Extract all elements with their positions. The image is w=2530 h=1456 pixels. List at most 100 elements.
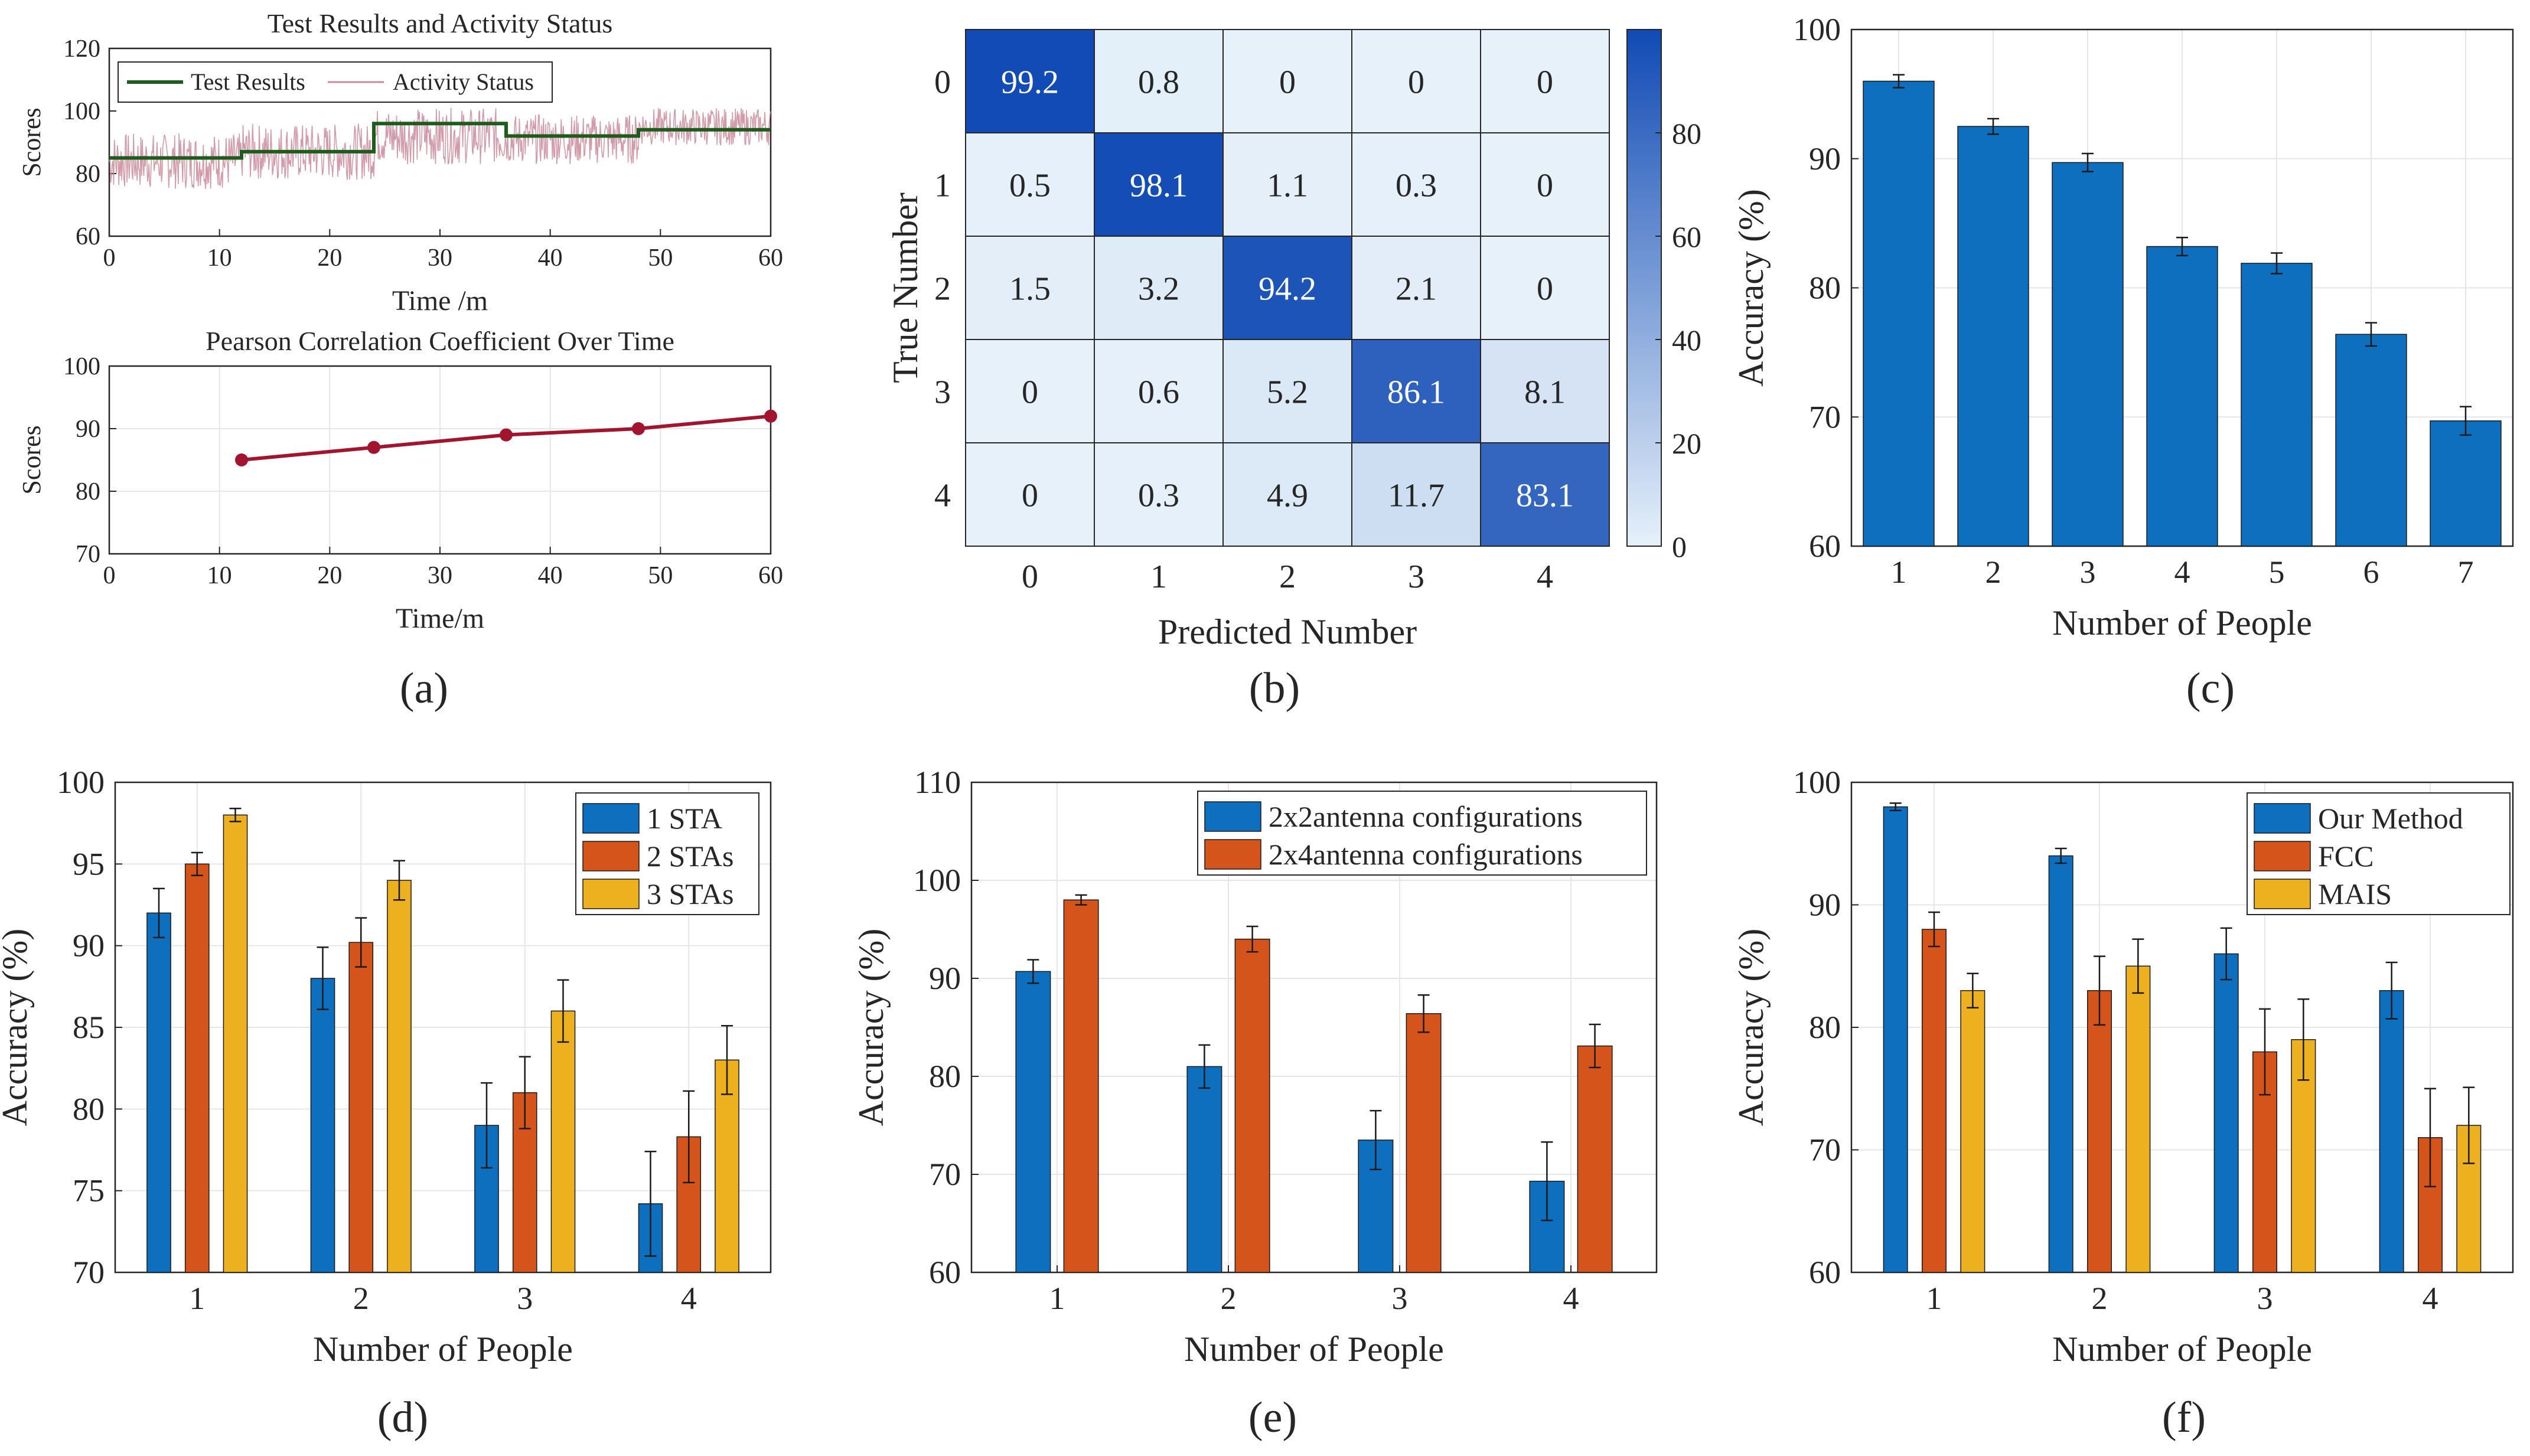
x-axis-label: Number of People <box>313 1330 573 1369</box>
chart-title: Test Results and Activity Status <box>268 8 613 38</box>
heatmap-cell-value: 0.6 <box>1138 374 1179 411</box>
bar <box>1063 899 1099 1273</box>
y-tick-label: 100 <box>1793 12 1841 47</box>
x-tick-label: 4 <box>2423 1281 2438 1316</box>
x-tick-label: 40 <box>538 244 563 272</box>
bar <box>2379 990 2404 1273</box>
x-tick-label: 4 <box>1563 1281 1579 1316</box>
heatmap-cell <box>1351 236 1481 340</box>
y-tick-label: 60 <box>1809 1255 1841 1290</box>
legend: Test Results Activity Status <box>118 61 553 103</box>
colorbar <box>1626 29 1662 547</box>
panel-label: (f) <box>2162 1393 2206 1442</box>
heatmap-cell-value: 0 <box>1537 168 1553 204</box>
colorbar-tick-label: 20 <box>1672 427 1701 460</box>
legend-label: 2x4antenna configurations <box>1269 838 1583 871</box>
x-tick-label: 2 <box>1985 554 2001 590</box>
y-tick-label: 4 <box>934 478 951 514</box>
heatmap-cell-value: 0 <box>1408 64 1424 101</box>
y-tick-label: 85 <box>73 1010 105 1045</box>
heatmap-cell-value: 0.3 <box>1138 478 1179 514</box>
legend-label: 1 STA <box>647 802 722 835</box>
bar <box>1863 80 1935 547</box>
x-tick-label: 5 <box>2269 554 2285 590</box>
legend-label: Test Results <box>191 68 305 95</box>
y-tick-label: 100 <box>913 863 961 898</box>
bar <box>2241 263 2313 547</box>
heatmap-cell-value: 0.8 <box>1138 64 1179 101</box>
bar <box>2430 420 2502 547</box>
heatmap-cell-value: 0.3 <box>1396 168 1437 204</box>
y-tick-label: 70 <box>1809 399 1841 435</box>
heatmap: 99.2 0.8 0 0 0 0.5 98.1 1.1 0.3 0 1.5 3.2 94.2 2.1 0 0 0… <box>886 29 1701 651</box>
y-tick-label: 80 <box>73 1091 105 1127</box>
x-axis-label: Number of People <box>2052 603 2312 642</box>
heatmap-cell-value: 98.1 <box>1130 168 1188 204</box>
bar-(f)-axes: 1 2 3 4 60 70 80 90 100 Number of People Accuracy … <box>1732 765 2514 1369</box>
y-tick-label: 2 <box>934 271 951 308</box>
x-tick-label: 3 <box>517 1281 533 1316</box>
legend-label: Our Method <box>2318 802 2463 835</box>
heatmap-cell-value: 1.5 <box>1009 271 1051 308</box>
colorbar-tick-label: 80 <box>1672 117 1701 150</box>
heatmap-cell <box>965 132 1095 237</box>
bar <box>348 942 374 1273</box>
legend-swatch <box>2254 803 2311 834</box>
y-tick-label: 100 <box>63 353 100 380</box>
y-tick-label: 100 <box>1793 765 1841 800</box>
heatmap-cell <box>1480 236 1610 340</box>
y-tick-label: 80 <box>76 161 100 188</box>
x-tick-label: 6 <box>2363 554 2379 590</box>
legend-swatch <box>582 803 640 834</box>
y-axis-label: Accuracy (%) <box>1732 189 1771 387</box>
heatmap-cell <box>1222 339 1352 443</box>
pearson-point <box>764 409 777 423</box>
panel-label: (c) <box>2186 664 2235 713</box>
colorbar-tick-label: 40 <box>1672 324 1701 357</box>
x-tick-label: 30 <box>428 244 452 272</box>
y-axis-label: Accuracy (%) <box>852 929 891 1127</box>
legend-swatch <box>2254 841 2311 871</box>
legend-swatch <box>582 841 640 871</box>
bar-(c)-axes: 1 2 3 4 5 6 7 60 70 80 90 100 Number of People Accura… <box>1732 12 2514 642</box>
y-tick-label: 60 <box>76 223 100 250</box>
bar <box>1957 126 2029 547</box>
bar <box>2086 990 2112 1273</box>
x-tick-label: 1 <box>1049 1281 1065 1316</box>
pearson-point <box>235 453 248 466</box>
colorbar-tick-label: 60 <box>1672 220 1701 253</box>
heatmap-cell-value: 0 <box>1022 478 1038 514</box>
x-tick-label: 20 <box>317 244 342 272</box>
a-bottom-axes: 0 10 20 30 40 50 60 70 80 90 100 Pearson Correlatio… <box>17 326 783 634</box>
bar <box>387 880 412 1273</box>
chart-title: Pearson Correlation Coefficient Over Tim… <box>206 326 674 356</box>
y-tick-label: 3 <box>934 374 951 411</box>
bar <box>1234 938 1270 1273</box>
legend-swatch <box>1204 801 1261 832</box>
heatmap-cell-value: 0.5 <box>1009 168 1051 204</box>
bar <box>310 978 335 1273</box>
heatmap-cell-value: 99.2 <box>1001 64 1059 101</box>
heatmap-cell-value: 0 <box>1537 64 1553 101</box>
activity-status-line <box>109 107 771 190</box>
heatmap-cell <box>1351 339 1481 443</box>
y-tick-label: 90 <box>73 928 105 964</box>
bar <box>223 814 248 1273</box>
bar <box>2052 162 2124 547</box>
bar <box>1577 1045 1613 1273</box>
legend-label: FCC <box>2318 840 2374 873</box>
y-tick-label: 90 <box>929 961 961 996</box>
x-tick-label: 4 <box>681 1281 697 1316</box>
x-axis-label: Number of People <box>2052 1330 2312 1369</box>
bar <box>715 1059 739 1273</box>
x-tick-label: 60 <box>758 562 783 589</box>
y-tick-label: 95 <box>73 846 105 882</box>
x-tick-label: 0 <box>103 562 116 589</box>
y-tick-label: 70 <box>929 1157 961 1192</box>
y-tick-label: 120 <box>63 35 100 63</box>
legend-box <box>1197 791 1647 876</box>
colorbar-tick-label: 0 <box>1672 530 1687 563</box>
x-tick-label: 30 <box>428 562 452 589</box>
heatmap-cell <box>1222 442 1352 547</box>
x-tick-label: 1 <box>1891 554 1907 590</box>
